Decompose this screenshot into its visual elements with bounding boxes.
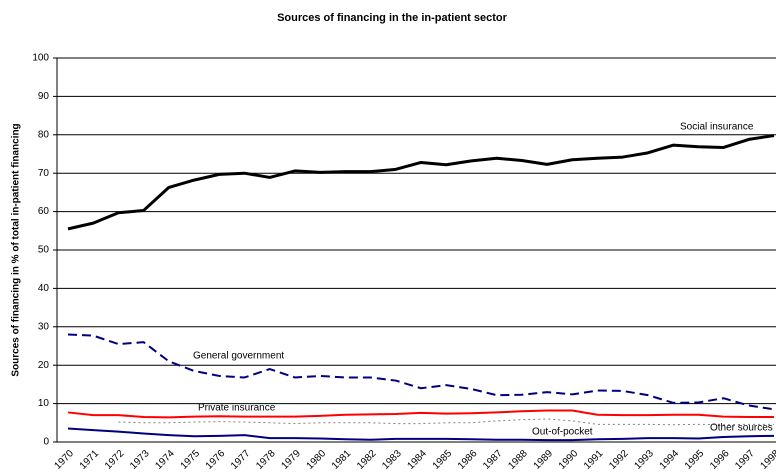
chart-title: Sources of financing in the in-patient s… — [277, 12, 508, 24]
x-tick-label: 1978 — [254, 448, 278, 472]
series-label: Other sources — [710, 423, 773, 434]
y-tick-label: 30 — [38, 321, 50, 332]
x-tick-label: 1981 — [330, 448, 354, 472]
y-tick-label: 90 — [38, 91, 50, 102]
x-tick-label: 1980 — [305, 448, 329, 472]
x-tick-label: 1985 — [431, 448, 455, 472]
x-tick-label: 1982 — [355, 448, 379, 472]
y-axis-title: Sources of financing in % of total in-pa… — [11, 123, 22, 376]
series-line — [67, 427, 775, 442]
x-tick-label: 1970 — [52, 448, 76, 472]
x-tick-label: 1998 — [758, 448, 776, 472]
x-tick-label: 1996 — [708, 448, 732, 472]
x-tick-label: 1995 — [683, 448, 707, 472]
series-label: Private insurance — [198, 403, 276, 414]
x-tick-label: 1973 — [128, 448, 152, 472]
series-label: General government — [193, 351, 284, 362]
x-tick-label: 1976 — [204, 448, 228, 472]
y-tick-label: 40 — [38, 283, 50, 294]
y-tick-label: 70 — [38, 168, 50, 179]
x-tick-label: 1988 — [506, 448, 530, 472]
x-tick-label: 1994 — [658, 448, 682, 472]
series-line — [67, 333, 775, 411]
x-tick-label: 1992 — [607, 448, 631, 472]
x-tick-label: 1972 — [103, 448, 127, 472]
y-tick-label: 50 — [38, 245, 50, 256]
series-line — [67, 409, 774, 419]
x-tick-label: 1990 — [557, 448, 581, 472]
x-tick-label: 1989 — [532, 448, 556, 472]
x-tick-label: 1987 — [481, 448, 505, 472]
x-tick-label: 1979 — [279, 448, 303, 472]
series-label: Social insurance — [680, 122, 754, 133]
series-line — [67, 134, 775, 231]
x-tick-label: 1991 — [582, 448, 606, 472]
y-tick-label: 20 — [38, 360, 50, 371]
x-tick-label: 1986 — [456, 448, 480, 472]
x-tick-label: 1971 — [78, 448, 102, 472]
x-tick-label: 1984 — [405, 448, 429, 472]
y-tick-label: 80 — [38, 129, 50, 140]
x-tick-label: 1983 — [380, 448, 404, 472]
x-tick-label: 1977 — [229, 448, 253, 472]
y-tick-label: 60 — [38, 206, 50, 217]
y-tick-label: 100 — [32, 53, 49, 64]
x-tick-label: 1974 — [153, 448, 177, 472]
x-tick-label: 1975 — [179, 448, 203, 472]
x-tick-label: 1997 — [733, 448, 757, 472]
series-line — [118, 418, 774, 426]
y-tick-label: 10 — [38, 398, 50, 409]
series-label: Out-of-pocket — [532, 427, 593, 438]
x-tick-label: 1993 — [632, 448, 656, 472]
y-tick-label: 0 — [43, 437, 49, 448]
